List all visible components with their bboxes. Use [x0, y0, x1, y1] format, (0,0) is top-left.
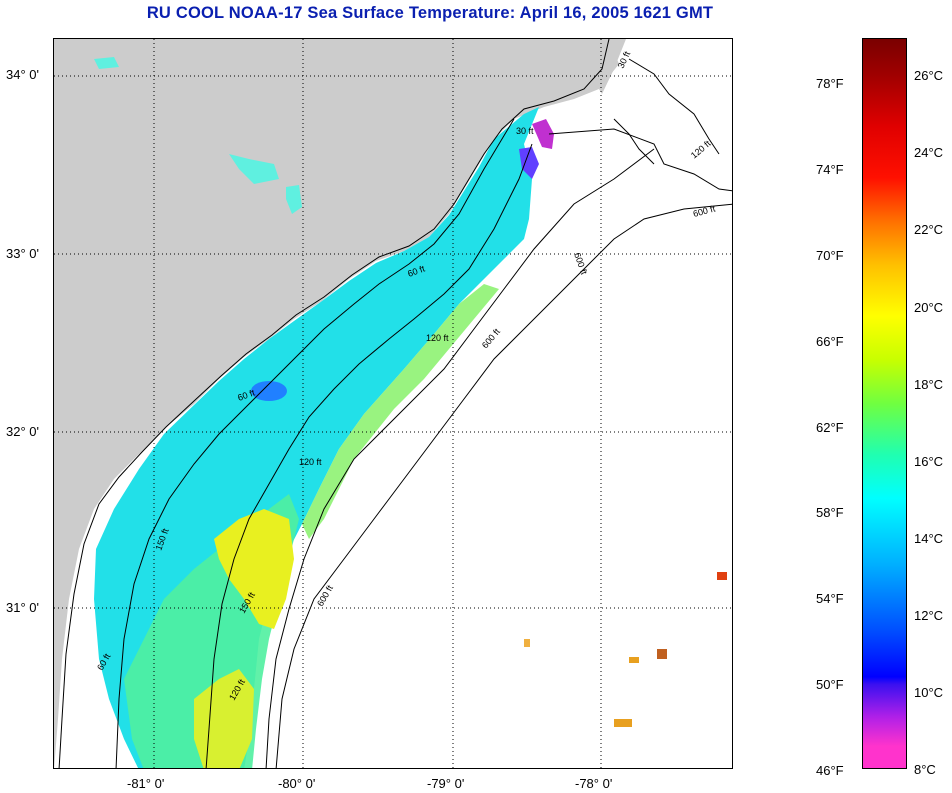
colorbar-c-label: 12°C — [914, 608, 944, 623]
colorbar-f-label: 50°F — [816, 677, 844, 692]
sst-edge-fringe — [302, 284, 499, 539]
sst-patch-b — [286, 185, 302, 214]
colorbar-c-label: 20°C — [914, 300, 944, 315]
contour-label: 120 ft — [426, 333, 449, 343]
colorbar-c-label: 14°C — [914, 531, 944, 546]
lon-label: -81° 0' — [127, 776, 165, 791]
temperature-colorbar — [862, 38, 907, 769]
sst-cold-patch — [251, 381, 287, 401]
colorbar-f-label: 78°F — [816, 76, 844, 91]
lat-label: 31° 0' — [6, 600, 39, 615]
land-cape — [599, 39, 626, 94]
colorbar-c-label: 24°C — [914, 145, 944, 160]
grid-lines — [54, 39, 732, 768]
sst-map[interactable]: 30 ft 120 ft 600 ft 60 ft 120 ft 600 ft … — [53, 38, 733, 769]
sst-patch-a — [229, 154, 279, 184]
sst-map-canvas: 30 ft 120 ft 600 ft 60 ft 120 ft 600 ft … — [54, 39, 732, 768]
colorbar-c-label: 10°C — [914, 685, 944, 700]
colorbar-c-label: 18°C — [914, 377, 944, 392]
sst-warm-patch — [214, 509, 294, 629]
sst-cold-cape-2 — [519, 147, 539, 179]
sst-patch-c — [94, 57, 119, 69]
colorbar-f-label: 46°F — [816, 763, 844, 778]
lon-label: -79° 0' — [427, 776, 465, 791]
lat-label: 34° 0' — [6, 67, 39, 82]
coastline — [58, 39, 610, 768]
map-title: RU COOL NOAA-17 Sea Surface Temperature:… — [146, 4, 714, 22]
land-mass — [54, 39, 619, 768]
contour-label: 30 ft — [516, 126, 534, 136]
bathymetry-contours — [115, 58, 732, 768]
lon-label: -78° 0' — [575, 776, 613, 791]
colorbar-f-label: 66°F — [816, 334, 844, 349]
colorbar-c-label: 16°C — [914, 454, 944, 469]
colorbar-f-label: 54°F — [816, 591, 844, 606]
colorbar-c-label: 8°C — [914, 762, 936, 777]
colorbar-f-label: 74°F — [816, 162, 844, 177]
colorbar-f-label: 62°F — [816, 420, 844, 435]
lat-label: 32° 0' — [6, 424, 39, 439]
lon-label: -80° 0' — [278, 776, 316, 791]
colorbar-f-label: 58°F — [816, 505, 844, 520]
colorbar-c-label: 22°C — [914, 222, 944, 237]
sst-warm-patch-2 — [194, 669, 254, 768]
lat-label: 33° 0' — [6, 246, 39, 261]
sst-cold-cape — [532, 119, 554, 149]
colorbar-c-label: 26°C — [914, 68, 944, 83]
contour-label: 120 ft — [299, 457, 322, 467]
colorbar-f-label: 70°F — [816, 248, 844, 263]
